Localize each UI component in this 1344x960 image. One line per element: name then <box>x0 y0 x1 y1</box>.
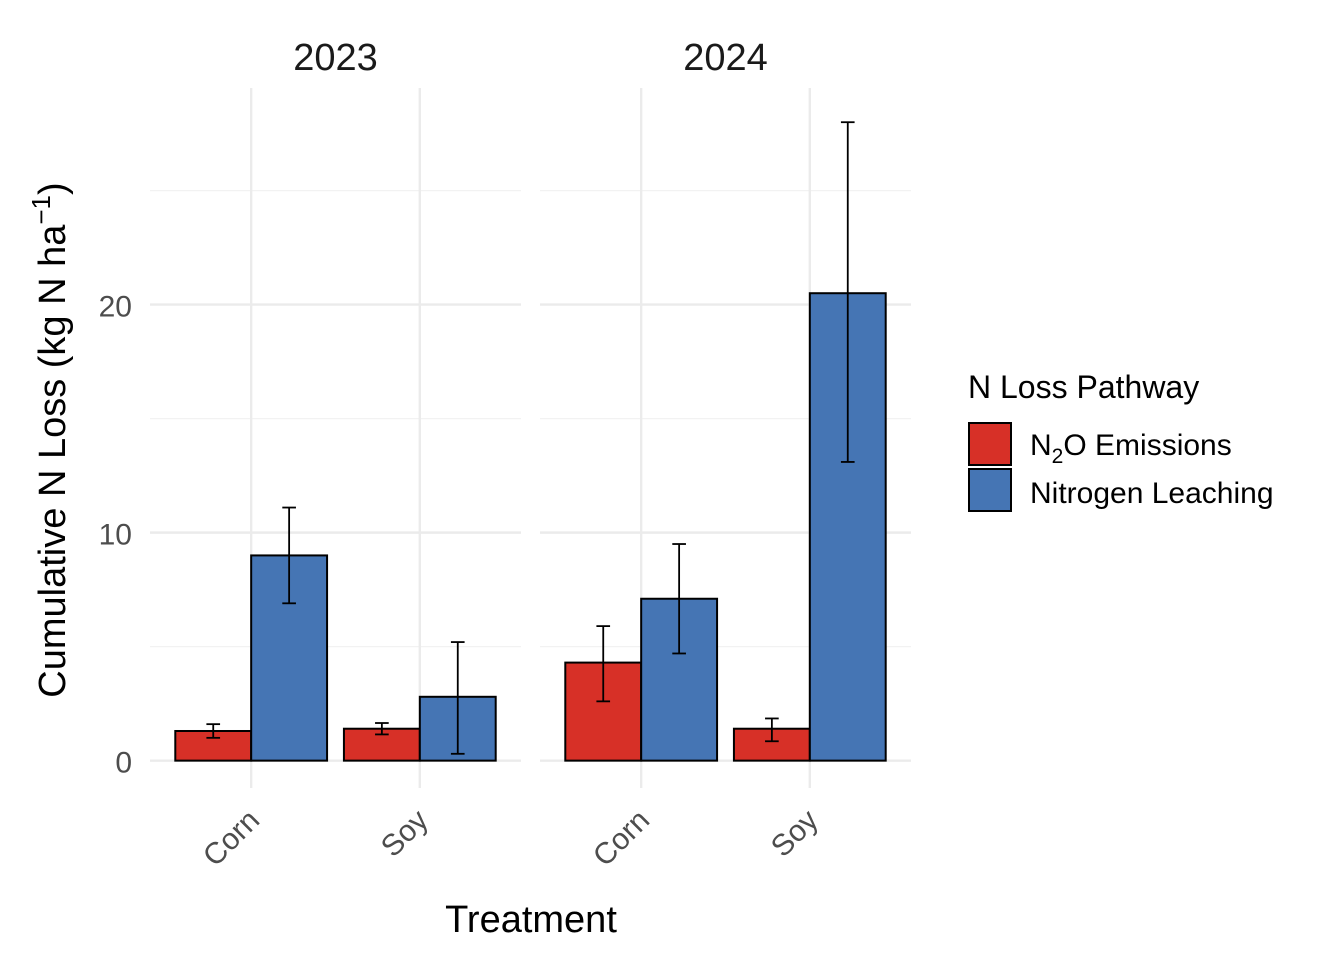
error-bar-2024-corn-nitrogen-leaching <box>672 543 686 655</box>
y-tick-label-0: 0 <box>115 747 132 780</box>
legend-label-n2o-main: N <box>1030 429 1052 462</box>
y-tick-label-20: 20 <box>99 291 132 324</box>
error-layer <box>206 121 855 755</box>
error-bar-2023-soy-n2o-emissions <box>375 722 389 736</box>
legend-label-n2o-rest: O Emissions <box>1063 429 1231 462</box>
y-axis-title-superscript: −1 <box>26 195 56 225</box>
error-bar-2024-soy-n2o-emissions <box>765 717 779 743</box>
bar-2023-corn-n2o-emissions <box>174 729 253 762</box>
facet-title-2024: 2024 <box>683 37 768 79</box>
error-bar-2023-corn-nitrogen-leaching <box>282 506 296 605</box>
legend-label-n2o-emissions: N2O Emissions <box>1030 429 1232 468</box>
error-bar-2024-soy-nitrogen-leaching <box>840 121 855 463</box>
facet-title-2023: 2023 <box>293 37 378 79</box>
y-tick-label-10: 10 <box>99 519 132 552</box>
bar-layer <box>174 292 887 762</box>
y-axis-title-close: ) <box>32 182 74 195</box>
x-tick-label-2024-corn: Corn <box>587 804 656 873</box>
legend-title: N Loss Pathway <box>968 369 1199 405</box>
legend-key-n2o-emissions <box>968 422 1012 466</box>
error-bar-2023-corn-n2o-emissions <box>206 723 221 739</box>
error-bar-2023-soy-nitrogen-leaching <box>450 641 465 755</box>
y-axis-title-main: Cumulative N Loss (kg N ha <box>32 224 74 698</box>
x-axis-title: Treatment <box>445 899 617 941</box>
legend-key-nitrogen-leaching <box>968 468 1012 512</box>
x-tick-label-2023-corn: Corn <box>197 804 266 873</box>
y-axis-title: Cumulative N Loss (kg N ha−1) <box>26 182 74 697</box>
x-tick-label-2023-soy: Soy <box>375 804 435 864</box>
legend-label-n2o-subscript: 2 <box>1052 445 1064 468</box>
legend: N Loss Pathway N2O Emissions Nitrogen Le… <box>968 369 1274 512</box>
legend-label-nitrogen-leaching: Nitrogen Leaching <box>1030 477 1274 510</box>
x-tick-label-2024-soy: Soy <box>765 804 825 864</box>
error-bar-2024-corn-n2o-emissions <box>596 625 611 703</box>
bar-2023-soy-n2o-emissions <box>342 727 421 762</box>
